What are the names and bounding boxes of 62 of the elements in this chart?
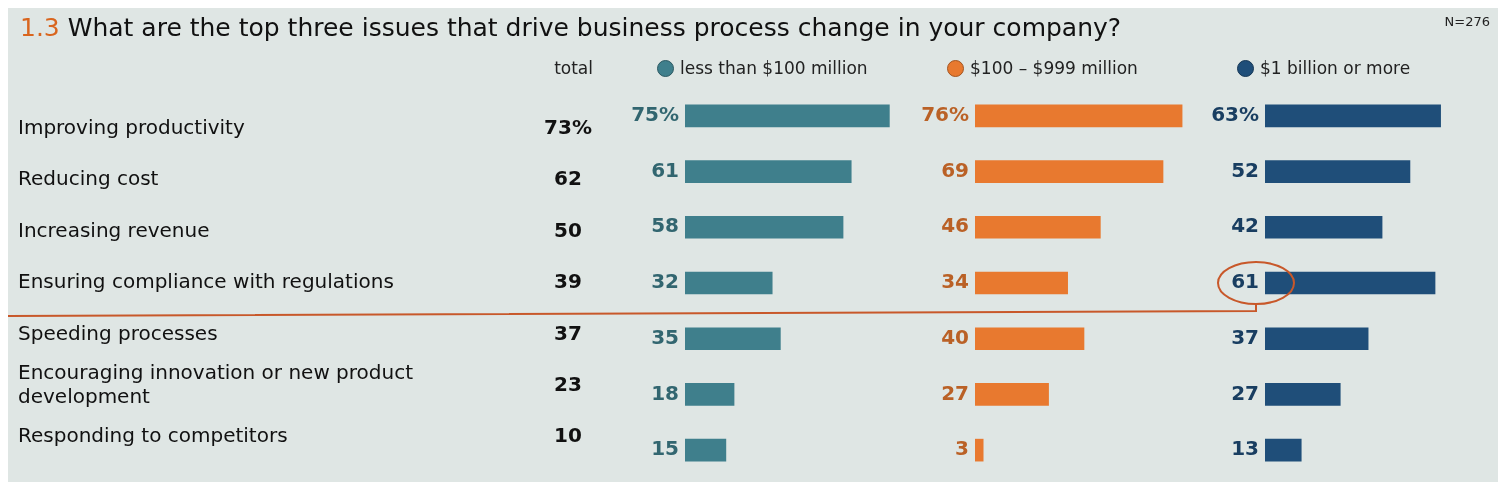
- category-label: Encouraging innovation or new product development: [18, 360, 414, 409]
- data-label: 69: [941, 157, 969, 182]
- legend-label: $1 billion or more: [1260, 58, 1411, 78]
- legend-label: less than $100 million: [680, 58, 868, 78]
- data-label: 40: [941, 324, 969, 349]
- data-label: 50: [554, 217, 582, 242]
- bar: [685, 160, 852, 183]
- data-label: 76%: [921, 102, 969, 127]
- bar: [1265, 271, 1436, 295]
- bar: [975, 104, 1183, 128]
- data-label: 35: [651, 324, 679, 349]
- data-label: 18: [651, 380, 679, 405]
- category-label: Increasing revenue: [18, 217, 210, 242]
- category-label: Responding to competitors: [18, 423, 288, 448]
- data-label: 61: [651, 157, 679, 182]
- bar: [1265, 160, 1411, 183]
- category-label: Speeding processes: [18, 320, 218, 345]
- bar: [685, 383, 735, 406]
- category-label: Reducing cost: [18, 166, 159, 191]
- data-label: 15: [651, 436, 679, 461]
- bar: [685, 271, 773, 295]
- text: total: [554, 58, 593, 78]
- bar: [685, 215, 844, 239]
- data-label: 27: [1231, 380, 1259, 405]
- bar: [975, 438, 984, 462]
- data-label: 34: [941, 269, 969, 294]
- data-label: 63%: [1211, 102, 1259, 127]
- bar: [685, 104, 890, 128]
- bar: [975, 271, 1068, 295]
- bar: [975, 215, 1101, 239]
- data-label: 46: [941, 213, 969, 238]
- text: N=276: [1444, 14, 1490, 29]
- data-label: 23: [554, 372, 582, 397]
- data-label: 75%: [631, 102, 679, 127]
- data-label: 73%: [544, 114, 592, 139]
- bar: [685, 327, 781, 351]
- data-label: 61: [1231, 269, 1259, 294]
- category-label: Ensuring compliance with regulations: [18, 269, 394, 294]
- bar: [1265, 215, 1383, 239]
- data-label: 27: [941, 380, 969, 405]
- data-label: 42: [1231, 213, 1259, 238]
- bar: [975, 327, 1085, 351]
- bar: [975, 383, 1049, 406]
- bar: [1265, 438, 1302, 462]
- data-label: 62: [554, 166, 582, 191]
- bar: [975, 160, 1164, 183]
- category-label: Improving productivity: [18, 114, 245, 139]
- bar: [1265, 383, 1341, 406]
- data-label: 52: [1231, 157, 1259, 182]
- data-label: 10: [554, 423, 582, 448]
- bar: [1265, 327, 1369, 351]
- text: 1.3 What are the top three issues that drive business process change in your company?: [20, 13, 1122, 42]
- data-label: 37: [1231, 324, 1259, 349]
- data-label: 37: [554, 320, 582, 345]
- bar: [1265, 104, 1441, 128]
- data-label: 32: [651, 269, 679, 294]
- data-label: 3: [955, 436, 969, 461]
- legend-label: $100 – $999 million: [970, 58, 1138, 78]
- data-label: 58: [651, 213, 679, 238]
- data-label: 39: [554, 269, 582, 294]
- bar: [685, 438, 727, 462]
- data-label: 13: [1231, 436, 1259, 461]
